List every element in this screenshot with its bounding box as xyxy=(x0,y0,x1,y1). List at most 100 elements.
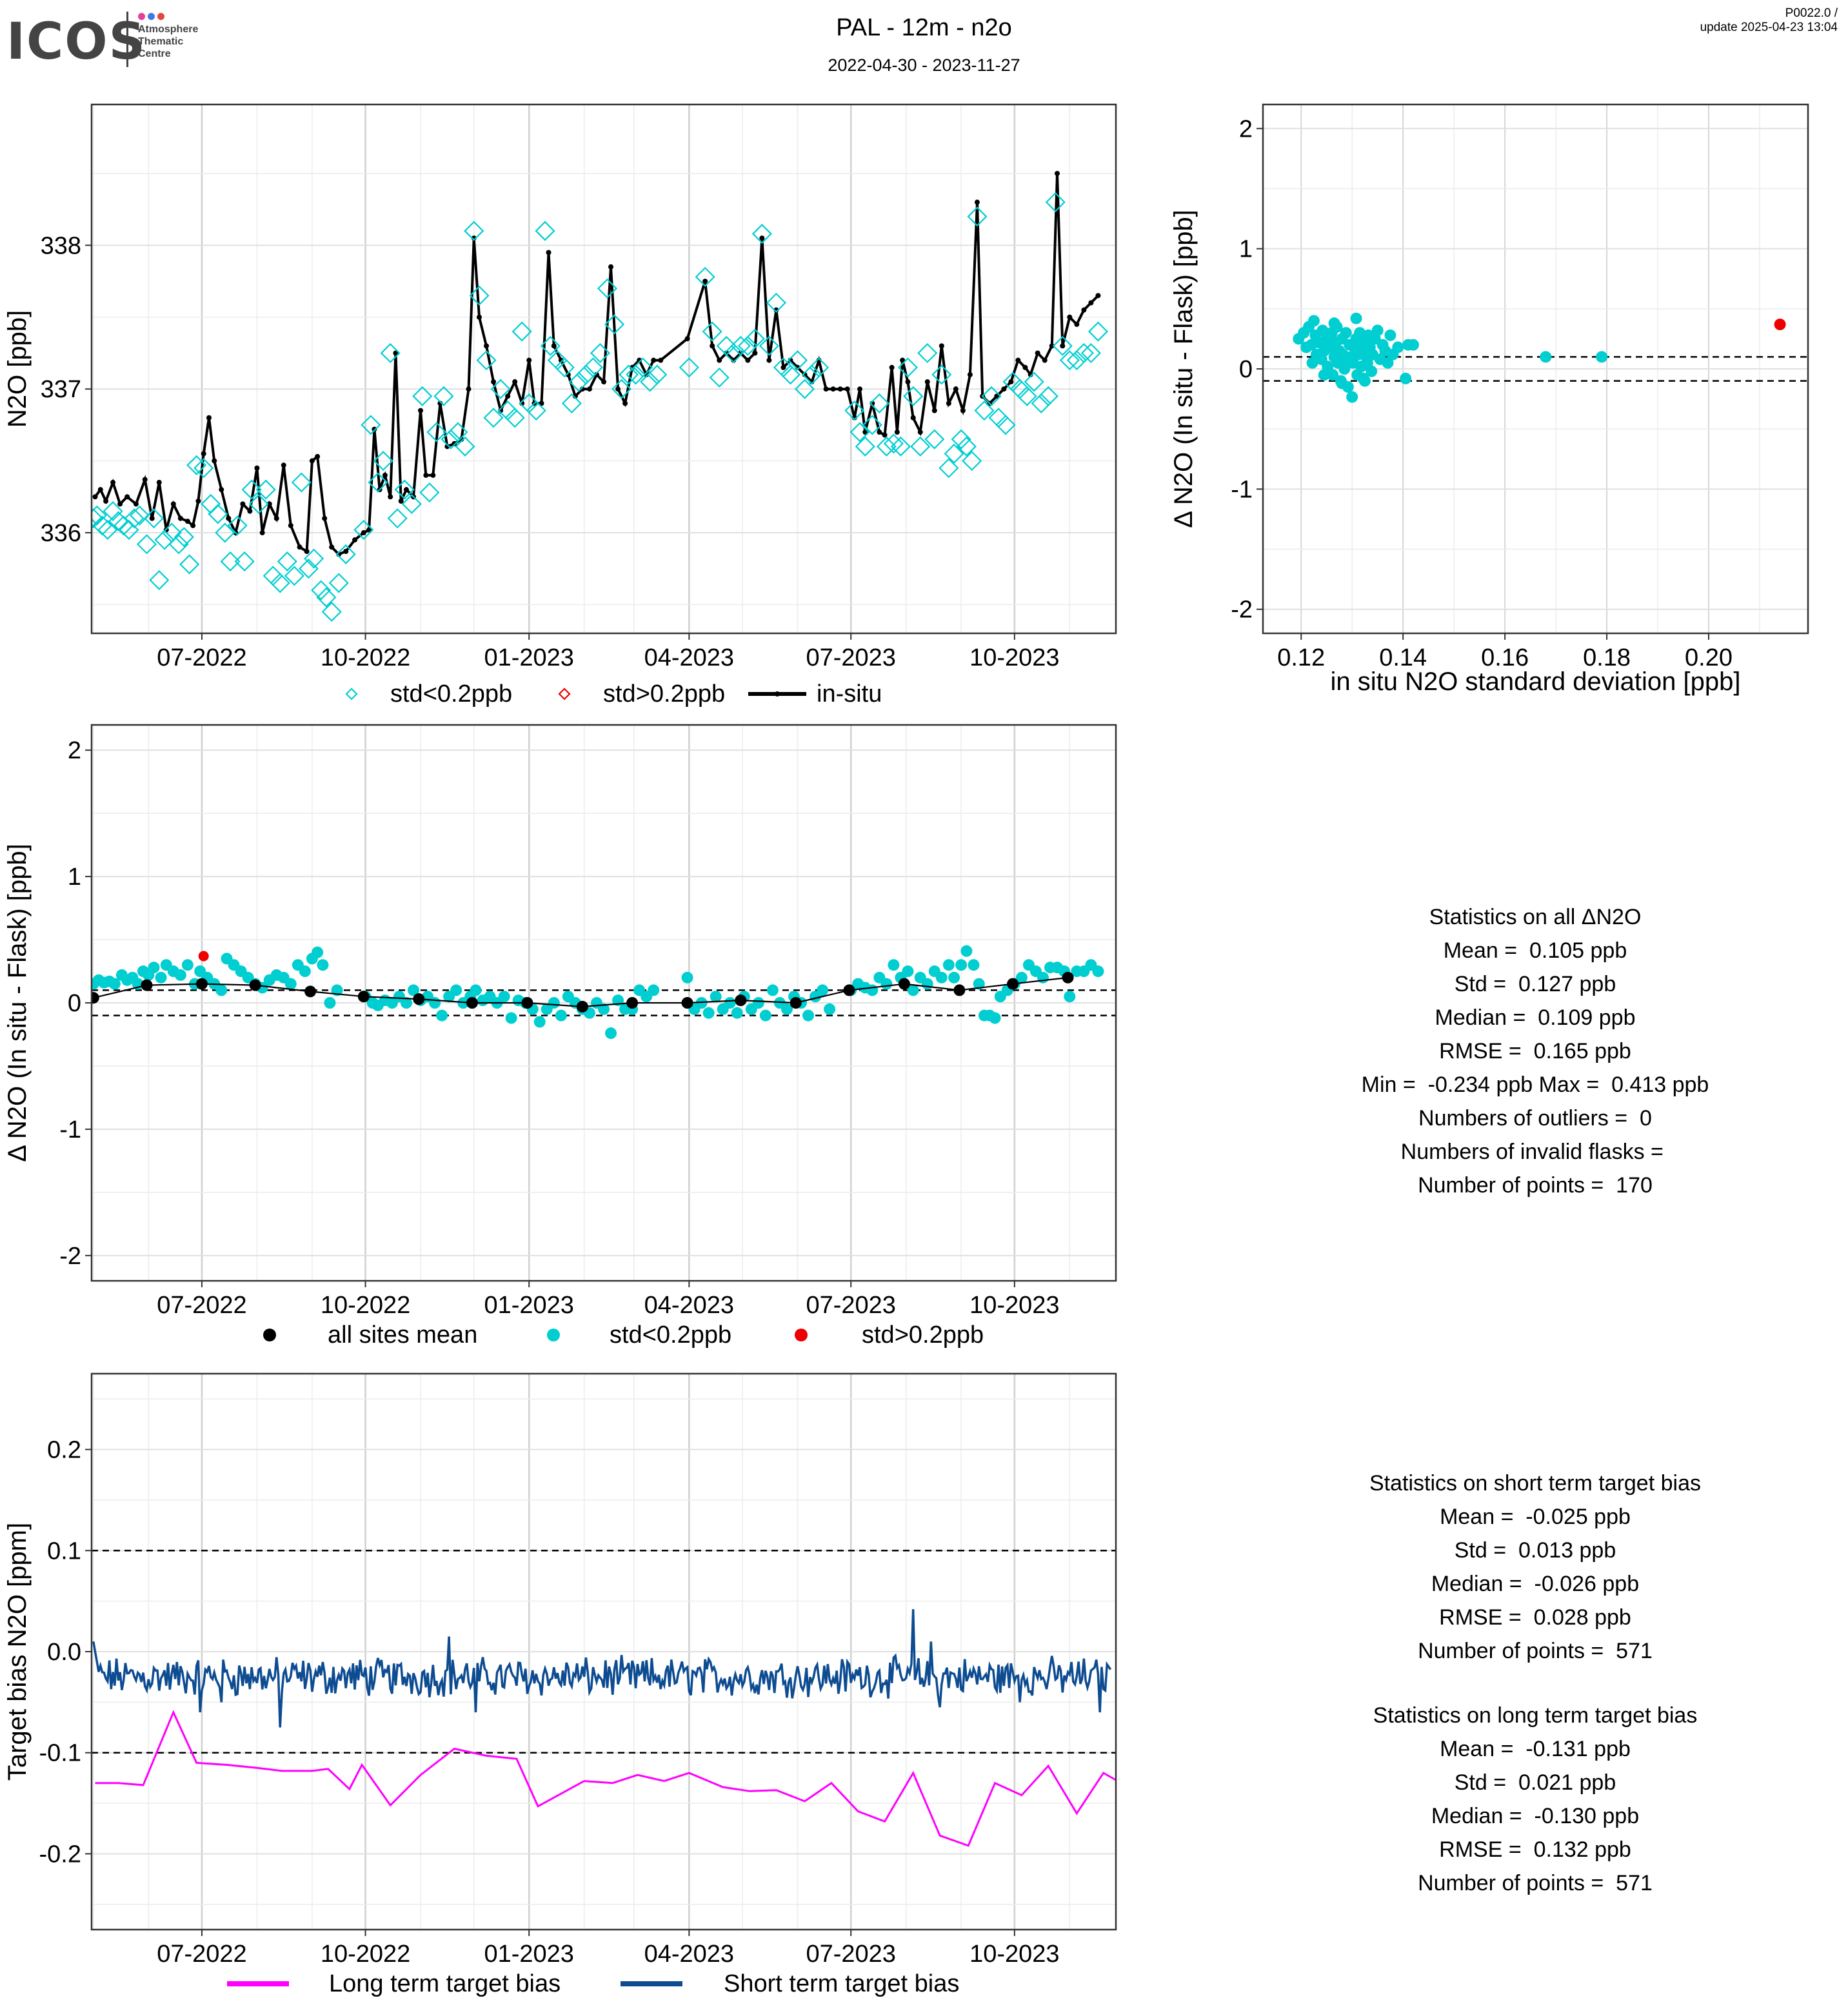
flask-ok-diamond xyxy=(335,544,356,565)
flask-ok-diamond xyxy=(876,436,897,457)
insitu-point xyxy=(195,499,201,504)
flask-ok-diamond xyxy=(448,422,468,442)
flask-ok-diamond xyxy=(647,364,668,385)
insitu-point xyxy=(882,432,888,438)
stats-long-line: Number of points = 571 xyxy=(1418,1871,1653,1895)
x-tick-label: 0.12 xyxy=(1277,644,1325,671)
stats-all-title: Statistics on all ΔN2O xyxy=(1429,905,1642,929)
flask-ok-diamond xyxy=(1031,393,1051,414)
insitu-point xyxy=(967,371,973,377)
legend-label-mean: all sites mean xyxy=(328,1321,477,1349)
insitu-point xyxy=(752,350,758,356)
scatter-point xyxy=(1338,363,1351,375)
legend-key-mean xyxy=(263,1329,276,1341)
y-tick-label: 337 xyxy=(41,376,81,403)
flask-ok-point xyxy=(955,959,968,971)
insitu-point xyxy=(418,408,424,413)
date-range: 2022-04-30 - 2023-11-27 xyxy=(828,55,1020,75)
insitu-point xyxy=(717,357,722,363)
flask-ok-point xyxy=(702,1007,715,1019)
flask-ok-point xyxy=(824,1003,836,1015)
flask-ok-point xyxy=(598,1003,610,1015)
mean-point xyxy=(681,997,693,1009)
flask-ok-diamond xyxy=(597,278,618,299)
n2o-timeseries-chart: 07-2022 10-2022 01-2023 04-2023 07-2023 10-20… xyxy=(3,103,1117,707)
mean-point xyxy=(1007,978,1019,990)
y-tick-label: 0 xyxy=(68,990,81,1017)
mean-point xyxy=(843,984,855,996)
insitu-point xyxy=(142,477,148,482)
flask-ok-diamond xyxy=(490,379,511,399)
flask-ok-diamond xyxy=(328,573,349,593)
insitu-point xyxy=(247,508,253,514)
flask-ok-diamond xyxy=(380,342,401,364)
insitu-point xyxy=(766,357,772,363)
insitu-point xyxy=(259,530,265,536)
insitu-point xyxy=(1001,386,1007,392)
x-tick-label: 01-2023 xyxy=(484,1941,573,1968)
scatter-point xyxy=(1327,369,1339,381)
flask-ok-diamond xyxy=(962,451,982,471)
logo-subtitle-line: Centre xyxy=(138,48,171,59)
flask-ok-point xyxy=(973,978,985,990)
y-tick-label: 0.0 xyxy=(47,1639,81,1666)
flask-ok-diamond xyxy=(92,515,113,536)
stats-all-line: Numbers of outliers = 0 xyxy=(1418,1106,1652,1131)
stats-long-line: Mean = -0.131 ppb xyxy=(1440,1737,1631,1761)
insitu-point xyxy=(117,501,123,507)
flask-bad-point xyxy=(198,951,209,962)
flask-ok-point xyxy=(108,978,121,990)
stats-short-line: Median = -0.026 ppb xyxy=(1431,1572,1640,1596)
legend-label-std-low: std<0.2ppb xyxy=(610,1321,731,1349)
x-tick-label: 07-2022 xyxy=(157,1292,246,1319)
flask-ok-diamond xyxy=(526,400,546,421)
legend-key-std-high xyxy=(558,687,571,700)
insitu-point xyxy=(366,527,372,533)
insitu-point xyxy=(1042,357,1048,363)
flask-ok-point xyxy=(648,984,660,996)
insitu-point xyxy=(546,250,551,255)
x-tick-label: 07-2022 xyxy=(157,1941,246,1968)
flask-ok-diamond xyxy=(619,364,639,385)
insitu-point xyxy=(889,364,895,370)
flask-ok-point xyxy=(215,984,228,996)
stats-long-title: Statistics on long term target bias xyxy=(1373,1703,1698,1728)
flask-ok-diamond xyxy=(939,458,959,479)
y-tick-label: -1 xyxy=(1231,476,1253,503)
flask-ok-diamond xyxy=(540,335,561,356)
scatter-point xyxy=(1540,351,1552,363)
flask-ok-diamond xyxy=(737,335,758,356)
insitu-point xyxy=(352,537,358,543)
flask-ok-diamond xyxy=(568,371,589,392)
insitu-point xyxy=(505,393,511,399)
logo-dots-icon xyxy=(138,12,177,21)
flask-ok-diamond xyxy=(368,472,388,493)
flask-ok-point xyxy=(148,962,160,974)
stats-all-line: Numbers of invalid flasks = xyxy=(1400,1140,1670,1164)
x-tick-label: 01-2023 xyxy=(484,1292,573,1319)
insitu-point xyxy=(622,400,628,406)
flask-ok-diamond xyxy=(284,566,304,586)
mean-point xyxy=(466,997,478,1009)
flask-ok-point xyxy=(450,984,462,996)
flask-ok-point xyxy=(921,978,933,990)
flask-ok-diamond xyxy=(575,364,596,385)
flask-ok-diamond xyxy=(1052,335,1073,356)
insitu-point xyxy=(388,494,393,500)
flask-ok-point xyxy=(681,971,693,984)
flask-ok-diamond xyxy=(604,314,625,335)
insitu-point xyxy=(960,408,966,413)
delta-std-plot-area xyxy=(1293,312,1786,403)
stats-short-line: RMSE = 0.028 ppb xyxy=(1439,1605,1631,1630)
insitu-point xyxy=(97,487,103,493)
flask-ok-point xyxy=(989,1012,1001,1024)
y-tick-label: 338 xyxy=(41,232,81,259)
flask-ok-point xyxy=(907,984,919,996)
flask-ok-point xyxy=(902,965,914,978)
flask-ok-diamond xyxy=(241,479,262,500)
legend-label-long-term: Long term target bias xyxy=(329,1970,561,1997)
insitu-point xyxy=(430,472,436,478)
insitu-point xyxy=(92,494,98,500)
flask-ok-diamond xyxy=(855,436,875,457)
insitu-point xyxy=(329,544,335,550)
